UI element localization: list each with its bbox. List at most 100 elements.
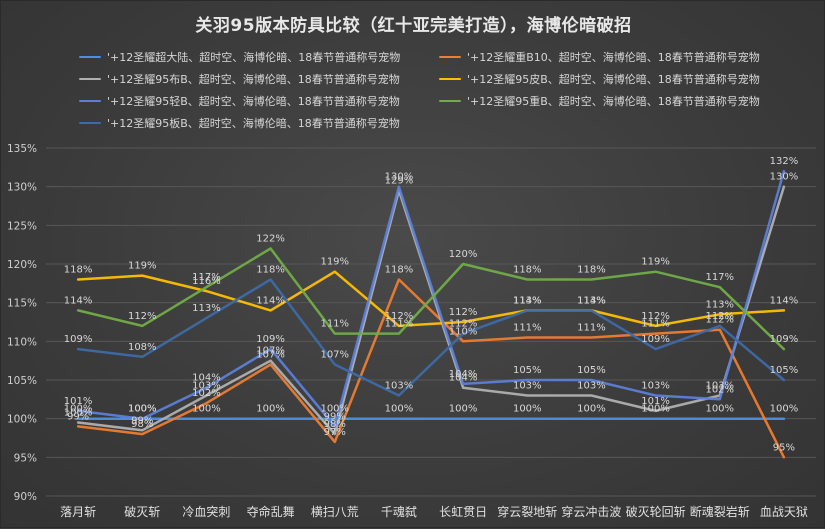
data-label: 104% bbox=[192, 373, 221, 384]
x-tick-label: 穿云冲击波 bbox=[561, 504, 621, 519]
data-label: 113% bbox=[513, 295, 542, 306]
data-label: 112% bbox=[705, 315, 734, 326]
data-label: 103% bbox=[641, 380, 670, 391]
data-label: 113% bbox=[577, 295, 606, 306]
legend-label: '+12圣耀95重B、超时空、海博伦暗、18春节普通称号宠物 bbox=[467, 95, 760, 108]
x-tick-label: 夺命乱舞 bbox=[247, 504, 295, 519]
data-label: 118% bbox=[64, 264, 93, 275]
data-label: 114% bbox=[256, 295, 285, 306]
data-label: 111% bbox=[385, 319, 414, 330]
legend-label: '+12圣耀超大陆、超时空、海博伦暗、18春节普通称号宠物 bbox=[107, 51, 401, 64]
legend-item: '+12圣耀95皮B、超时空、海博伦暗、18春节普通称号宠物 bbox=[439, 71, 760, 87]
y-tick-label: 130% bbox=[7, 182, 37, 194]
data-label: 98% bbox=[131, 419, 153, 430]
legend: '+12圣耀超大陆、超时空、海博伦暗、18春节普通称号宠物 '+12圣耀重B10、… bbox=[1, 1, 825, 141]
data-label: 98% bbox=[324, 419, 346, 430]
legend-label: '+12圣耀95皮B、超时空、海博伦暗、18春节普通称号宠物 bbox=[467, 73, 760, 86]
legend-item: '+12圣耀95重B、超时空、海博伦暗、18春节普通称号宠物 bbox=[439, 93, 760, 109]
legend-swatch bbox=[79, 56, 101, 58]
data-label: 100% bbox=[641, 404, 670, 415]
data-label: 114% bbox=[513, 295, 542, 306]
y-tick-label: 100% bbox=[7, 414, 37, 426]
data-label: 122% bbox=[256, 234, 285, 245]
data-label: 132% bbox=[770, 156, 799, 167]
data-label: 130% bbox=[770, 172, 799, 183]
data-label: 116% bbox=[192, 276, 221, 287]
data-label: 129% bbox=[385, 176, 414, 187]
data-label: 103% bbox=[192, 380, 221, 391]
data-label: 100% bbox=[64, 408, 93, 419]
data-label: 95% bbox=[773, 442, 795, 453]
data-label: 100% bbox=[256, 404, 285, 415]
data-label: 110% bbox=[449, 326, 478, 337]
data-label: 100% bbox=[705, 404, 734, 415]
data-label: 114% bbox=[770, 295, 799, 306]
x-tick-label: 破灭斩 bbox=[124, 504, 160, 519]
y-tick-label: 90% bbox=[14, 491, 37, 503]
legend-swatch bbox=[79, 100, 101, 102]
data-label: 114% bbox=[577, 295, 606, 306]
x-tick-label: 千魂弑 bbox=[381, 504, 417, 519]
data-label: 100% bbox=[192, 404, 221, 415]
legend-label: '+12圣耀95板B、超时空、海博伦暗、18春节普通称号宠物 bbox=[107, 117, 400, 130]
data-label: 103% bbox=[705, 380, 734, 391]
data-label: 117% bbox=[705, 272, 734, 283]
data-label: 112% bbox=[449, 319, 478, 330]
data-label: 117% bbox=[192, 272, 221, 283]
data-label: 119% bbox=[320, 257, 349, 268]
x-tick-label: 冷血突刺 bbox=[182, 504, 230, 519]
legend-item: '+12圣耀95板B、超时空、海博伦暗、18春节普通称号宠物 bbox=[79, 115, 400, 131]
legend-item: '+12圣耀95轻B、超时空、海博伦暗、18春节普通称号宠物 bbox=[79, 93, 400, 109]
data-label: 99% bbox=[131, 415, 153, 426]
data-label: 99% bbox=[324, 411, 346, 422]
data-label: 118% bbox=[256, 264, 285, 275]
x-tick-label: 破灭轮回斩 bbox=[626, 504, 686, 519]
legend-swatch bbox=[439, 78, 461, 80]
legend-item: '+12圣耀95布B、超时空、海博伦暗、18春节普通称号宠物 bbox=[79, 71, 400, 87]
data-label: 100% bbox=[770, 404, 799, 415]
data-label: 111% bbox=[577, 322, 606, 333]
data-label: 103% bbox=[577, 380, 606, 391]
series-line-2 bbox=[76, 278, 786, 459]
data-label: 109% bbox=[64, 334, 93, 345]
series-line-4 bbox=[76, 270, 786, 328]
data-label: 119% bbox=[128, 261, 157, 272]
data-label: 120% bbox=[449, 249, 478, 260]
data-label: 118% bbox=[577, 264, 606, 275]
x-tick-label: 横扫八荒 bbox=[311, 505, 359, 519]
legend-label: '+12圣耀95轻B、超时空、海博伦暗、18春节普通称号宠物 bbox=[107, 95, 400, 108]
data-label: 109% bbox=[256, 334, 285, 345]
series-line-5 bbox=[76, 169, 786, 428]
data-label: 109% bbox=[770, 334, 799, 345]
data-label: 114% bbox=[64, 295, 93, 306]
y-tick-label: 105% bbox=[7, 375, 37, 387]
data-label: 118% bbox=[513, 264, 542, 275]
data-label: 105% bbox=[513, 365, 542, 376]
data-label: 119% bbox=[641, 257, 670, 268]
chart-title: 关羽95版本防具比较（红十亚完美打造），海博伦暗破招 bbox=[195, 16, 632, 36]
x-tick-label: 落月斩 bbox=[60, 505, 96, 519]
legend-label: '+12圣耀重B10、超时空、海博伦暗、18春节普通称号宠物 bbox=[467, 51, 760, 64]
x-tick-label: 血战天狱 bbox=[760, 505, 808, 519]
data-label: 100% bbox=[320, 404, 349, 415]
data-label: 107% bbox=[256, 346, 285, 357]
data-label: 100% bbox=[128, 404, 157, 415]
legend-swatch bbox=[79, 78, 101, 80]
legend-item: '+12圣耀重B10、超时空、海博伦暗、18春节普通称号宠物 bbox=[439, 49, 760, 65]
data-label: 111% bbox=[641, 319, 670, 330]
y-tick-label: 135% bbox=[7, 143, 37, 155]
data-label: 112% bbox=[449, 307, 478, 318]
y-tick-label: 110% bbox=[7, 336, 37, 348]
x-tick-label: 长虹贯日 bbox=[439, 505, 487, 519]
data-label: 102% bbox=[705, 384, 734, 395]
data-label: 100% bbox=[128, 404, 157, 415]
data-label: 100% bbox=[577, 404, 606, 415]
data-label: 130% bbox=[385, 172, 414, 183]
data-label: 109% bbox=[641, 334, 670, 345]
data-label: 112% bbox=[128, 311, 157, 322]
data-label: 113% bbox=[705, 299, 734, 310]
data-label: 103% bbox=[513, 380, 542, 391]
y-tick-label: 125% bbox=[7, 220, 37, 232]
